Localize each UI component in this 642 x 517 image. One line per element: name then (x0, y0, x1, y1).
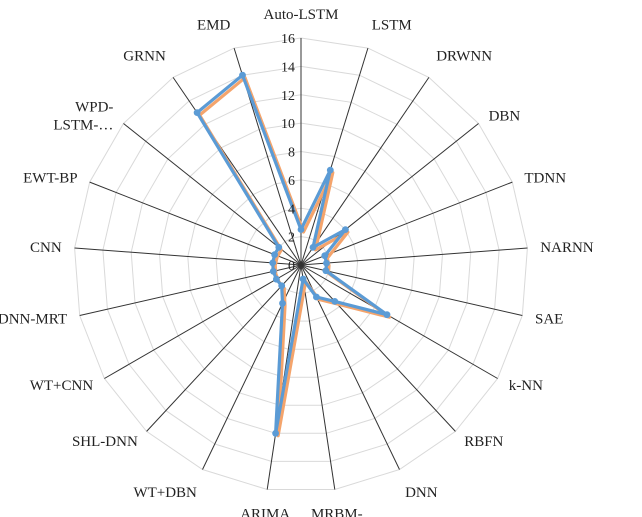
data-point (309, 244, 317, 251)
data-point (297, 226, 305, 233)
category-labels: Auto-LSTM LSTM DRWNN DBN TDNN NARNN SAE k-NN RBF… (0, 7, 594, 517)
axis-spoke (123, 123, 302, 266)
data-point (331, 298, 339, 305)
data-point (342, 226, 349, 234)
radar-series (193, 71, 392, 438)
data-point (279, 299, 286, 307)
data-point (273, 275, 280, 283)
category-label: SAE (535, 311, 563, 327)
category-label: GRNN (123, 49, 166, 65)
data-point (321, 252, 329, 260)
category-label: EMD (197, 18, 231, 34)
tick-label: 2 (288, 231, 295, 246)
data-point (272, 429, 279, 437)
category-label: WT+CNN (30, 378, 94, 394)
category-label: Auto-LSTM (264, 7, 339, 23)
data-point (313, 293, 320, 301)
category-label: DBN (489, 108, 521, 124)
axis-spoke (300, 247, 528, 266)
category-label: DNN-MRT (0, 311, 67, 327)
axis-spoke (300, 264, 456, 432)
series-line (195, 73, 389, 435)
tick-label: 16 (281, 32, 295, 47)
data-point (239, 71, 246, 79)
category-label: SHL-DNN (72, 434, 138, 450)
data-point (326, 166, 334, 174)
category-label: ARIMA (240, 506, 290, 517)
grid-ring (187, 150, 415, 378)
axis-spoke (300, 77, 430, 266)
data-point (299, 275, 307, 283)
tick-label: 10 (281, 117, 295, 132)
axis-spoke (172, 77, 302, 266)
data-point (275, 243, 283, 251)
category-label: EWT-BP (23, 170, 77, 186)
axis-spoke (300, 264, 336, 490)
tick-label: 0 (288, 259, 295, 274)
category-label: MRBM- (311, 506, 363, 517)
data-point (269, 267, 277, 275)
axis-spoke (146, 264, 302, 432)
axis-spoke (300, 264, 498, 379)
axis-spoke (74, 247, 302, 266)
tick-label: 4 (288, 202, 295, 217)
grid-ring (102, 65, 500, 462)
series-line (198, 76, 392, 438)
category-label: DNN (405, 485, 438, 501)
category-label: LSTM (372, 18, 412, 34)
axis-spoke (79, 264, 302, 316)
category-label: WT+DBN (133, 485, 197, 501)
category-label: CNN (30, 240, 62, 256)
grid-ring (158, 122, 444, 406)
axis-spoke (300, 181, 513, 266)
data-point (193, 109, 201, 116)
data-point (322, 267, 330, 275)
data-point (278, 282, 286, 290)
category-label: LSTM-… (53, 117, 113, 133)
tick-label: 14 (281, 60, 295, 75)
category-label: NARNN (540, 240, 594, 256)
axis-spoke (104, 264, 302, 379)
axis-spoke (89, 181, 302, 266)
grid-ring (74, 37, 528, 490)
radial-axis-ticks: 0 2 4 6 8 10 12 14 16 (281, 32, 295, 274)
tick-label: 12 (281, 89, 295, 104)
data-point (383, 311, 391, 319)
category-label: RBFN (464, 434, 503, 450)
grid-ring (243, 207, 359, 322)
grid-ring (130, 94, 472, 434)
data-point (323, 259, 330, 267)
grid-ring (215, 179, 387, 350)
data-point (269, 259, 277, 267)
category-label: TDNN (524, 170, 566, 186)
tick-label: 8 (288, 146, 295, 161)
category-label: WPD- (75, 99, 113, 115)
radar-grid (74, 37, 528, 490)
category-label: k-NN (509, 378, 543, 394)
tick-label: 6 (288, 174, 295, 189)
axis-spoke (300, 264, 523, 316)
axis-spoke (300, 47, 369, 266)
data-point (271, 251, 278, 258)
category-label: DRWNN (436, 49, 492, 65)
